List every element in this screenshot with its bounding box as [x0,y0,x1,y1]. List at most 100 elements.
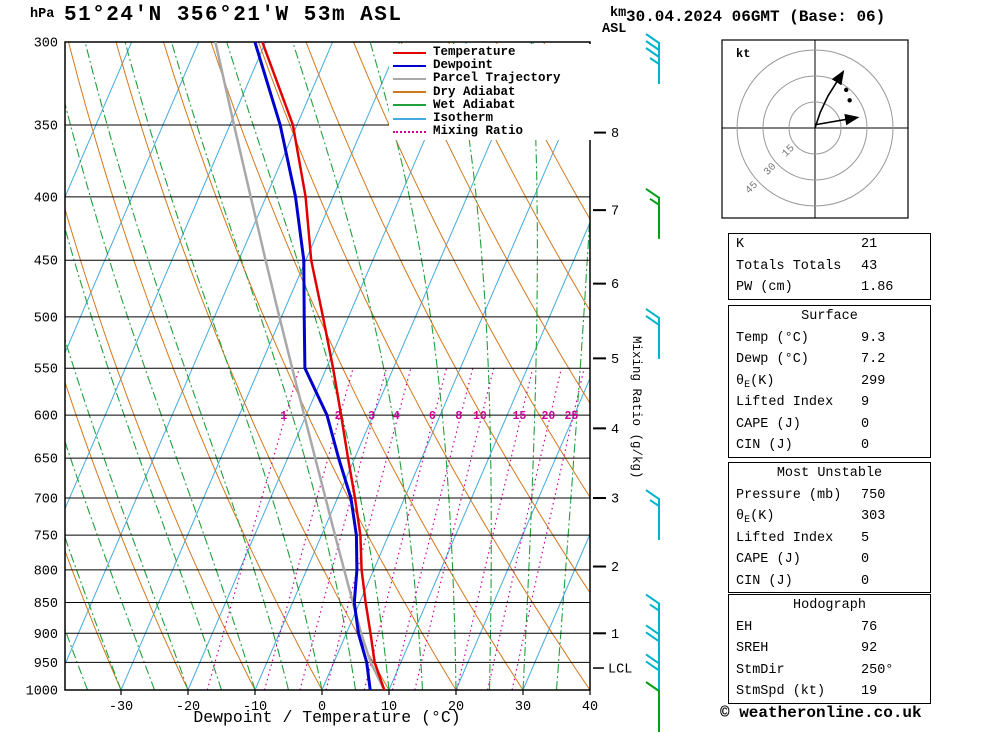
row-label: EH [736,619,753,635]
row-value: 1.86 [861,280,894,295]
table-row: CIN (J) 0 [729,435,930,457]
row-value: 9.3 [861,330,886,346]
row-value: 0 [861,416,870,432]
row-value: 5 [861,530,870,546]
skewt-curves: 1 2 3 4 6 8 10 15 20 25 [214,42,578,690]
temp-tick-labels: -30 -20 -10 0 10 20 30 40 [109,690,598,715]
legend-label: Parcel Trajectory [433,71,561,86]
hodograph-point [843,87,849,93]
svg-text:10: 10 [381,700,397,715]
legend-swatch-solid [393,64,426,67]
legend-label: Dewpoint [433,58,494,73]
skewt-axis-labels: 3003504004505005506006507007508008509009… [26,37,633,716]
svg-text:950: 950 [34,657,58,672]
table-row: SREH 92 [729,638,930,660]
hodograph-unit-label: kt [736,47,750,61]
svg-text:40: 40 [582,700,598,715]
svg-text:8: 8 [455,410,462,423]
row-label: StmDir [736,662,785,678]
table-row: CIN (J) 0 [729,571,930,593]
legend-label: Dry Adiabat [433,84,516,99]
table-title: Hodograph [793,598,866,613]
svg-text:15: 15 [513,410,527,423]
table-row: Lifted Index 5 [729,528,930,550]
row-value: 0 [861,552,870,567]
row-label: Totals Totals [736,258,842,274]
legend-swatch-solid [393,91,426,94]
svg-text:2: 2 [335,410,342,423]
row-label: StmSpd (kt) [736,684,826,699]
row-value: 76 [861,619,878,635]
table-row: StmDir 250° [729,660,930,682]
parcel-trajectory-curve [214,42,386,690]
wind-barb-1000 [645,681,660,732]
legend-item: Temperature [393,46,594,59]
row-label: θ [736,373,745,389]
svg-text:8: 8 [611,127,619,142]
row-label: Pressure (mb) [736,487,842,503]
row-value: 299 [861,373,886,389]
svg-text:6: 6 [611,278,619,293]
svg-text:900: 900 [34,628,58,643]
legend-item: Dewpoint [393,59,594,72]
row-label: K [736,237,745,252]
row-value: 9 [861,395,870,410]
svg-text:20: 20 [448,700,464,715]
table-hodograph: Hodograph EH 76 SREH 92 StmDir 250° StmSpd (kt)… [728,594,931,704]
km-unit-label: km [610,6,626,21]
row-value: 750 [861,487,886,503]
table-row: StmSpd (kt) 19 [729,681,930,703]
dewpoint-curve [253,42,372,690]
skewt-grid [64,41,591,691]
legend-label: Isotherm [433,111,494,126]
svg-text:-20: -20 [176,700,200,715]
row-label: CAPE (J) [736,416,801,432]
legend-swatch-solid [393,51,426,54]
legend-swatch-solid [393,104,426,107]
table-row: θ E (K) 299 [729,371,930,393]
svg-text:5: 5 [611,353,619,368]
plot-border [64,41,591,691]
table-row: Temp (°C) 9.3 [729,328,930,350]
table-surface: Surface Temp (°C) 9.3 Dewp (°C) 7.2 θ E (K) 299 L… [728,305,931,458]
wind-barb-300 [645,33,660,84]
row-value: 7.2 [861,352,886,367]
svg-text:1: 1 [280,410,287,423]
svg-text:500: 500 [34,311,58,326]
row-value: 43 [861,258,878,274]
svg-text:600: 600 [34,410,58,425]
pressure-tick-labels: 300 350 400 450 500 550 600 650 700 750 800 850 900 9… [26,37,58,700]
svg-text:30: 30 [515,700,531,715]
chart-legend: Temperature Dewpoint Parcel Trajectory Dry … [389,44,594,141]
svg-text:-10: -10 [243,700,267,715]
svg-text:450: 450 [34,255,58,270]
hodograph-storm-vector [816,113,860,126]
svg-text:10: 10 [473,410,487,423]
row-label: Dewp (°C) [736,352,809,367]
row-label: Lifted Index [736,530,834,546]
svg-text:750: 750 [34,530,58,545]
legend-label: Mixing Ratio [433,124,524,139]
svg-text:20: 20 [541,410,555,423]
table-row: Totals Totals 43 [729,256,930,278]
row-value: 19 [861,684,878,699]
legend-label: Temperature [433,45,516,60]
wind-barb-900 [645,624,660,676]
row-value: 0 [861,438,870,453]
row-value: 21 [861,237,878,252]
table-title: Most Unstable [776,466,883,481]
legend-swatch-dotted [393,130,426,133]
row-label: SREH [736,641,769,656]
legend-item: Mixing Ratio [393,125,594,138]
legend-swatch-solid [393,117,426,120]
legend-item: Isotherm [393,112,594,125]
svg-text:2: 2 [611,561,619,576]
datetime-title: 30.04.2024 06GMT (Base: 06) [626,8,886,26]
row-value: 250° [861,662,894,678]
row-label: θ [736,509,745,524]
lcl-label: LCL [608,663,632,678]
